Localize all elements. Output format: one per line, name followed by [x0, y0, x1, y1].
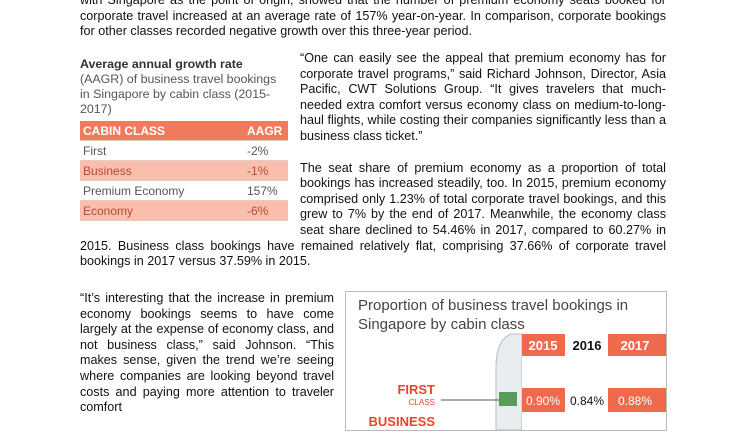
paragraph: The seat share of premium economy as a p… — [80, 160, 666, 269]
infographic: Proportion of business travel bookings i… — [345, 291, 667, 431]
row-sublabel: CLASS — [409, 398, 435, 407]
row-label: FIRST — [397, 382, 435, 397]
sidebar-subtitle: (AAGR) of business travel bookings in Si… — [80, 72, 277, 116]
intro-text: with Singapore as the point of origin, s… — [80, 0, 666, 39]
cell: Business — [80, 160, 244, 181]
cell-bg — [608, 388, 666, 412]
page: {"intro":"with Singapore as the point of… — [80, 0, 667, 431]
table-row: Premium Economy 157% — [80, 180, 288, 201]
column-header-bg — [608, 334, 666, 356]
column-header: 2016 — [573, 338, 602, 353]
cell: First — [80, 140, 244, 161]
cell-value: 0.90% — [526, 394, 560, 408]
table-row: Economy -6% — [80, 200, 288, 221]
chart-title: Proportion of business travel bookings i… — [358, 297, 629, 333]
aagr-table: CABIN CLASS AAGR First -2% Business -1% … — [80, 121, 288, 221]
cell: -6% — [244, 200, 288, 221]
cell-value: 0.84% — [570, 394, 604, 408]
seat-icon — [499, 392, 517, 406]
row-label: BUSINESS — [369, 414, 436, 429]
sidebar: Average annual growth rate (AAGR) of bus… — [80, 51, 288, 223]
column-header: 2017 — [621, 338, 650, 353]
paragraph: “One can easily see the appeal that prem… — [300, 51, 666, 143]
cell-value: 0.88% — [618, 394, 652, 408]
middle-section: Average annual growth rate (AAGR) of bus… — [80, 51, 666, 286]
infographic-svg: Proportion of business travel bookings i… — [358, 297, 667, 431]
table-row: Business -1% — [80, 160, 288, 181]
cell: Premium Economy — [80, 180, 244, 201]
cell: Economy — [80, 200, 244, 221]
cell-bg — [522, 388, 565, 412]
cell: 157% — [244, 180, 288, 201]
header-cell: CABIN CLASS — [80, 121, 244, 141]
plane-shape — [495, 333, 523, 431]
column-header: 2015 — [529, 338, 558, 353]
paragraph: “It’s interesting that the increase in p… — [80, 291, 334, 415]
title-box: Proportion of business travel bookings i… — [358, 297, 629, 333]
column-header-bg — [522, 334, 565, 356]
cell: -1% — [244, 160, 288, 181]
cell: -2% — [244, 140, 288, 161]
sidebar-heading: Average annual growth rate (AAGR) of bus… — [80, 57, 288, 117]
header-cell: AAGR — [244, 121, 288, 141]
table-row: First -2% — [80, 140, 288, 161]
table-header: CABIN CLASS AAGR — [80, 121, 288, 141]
sidebar-title: Average annual growth rate — [80, 57, 243, 71]
